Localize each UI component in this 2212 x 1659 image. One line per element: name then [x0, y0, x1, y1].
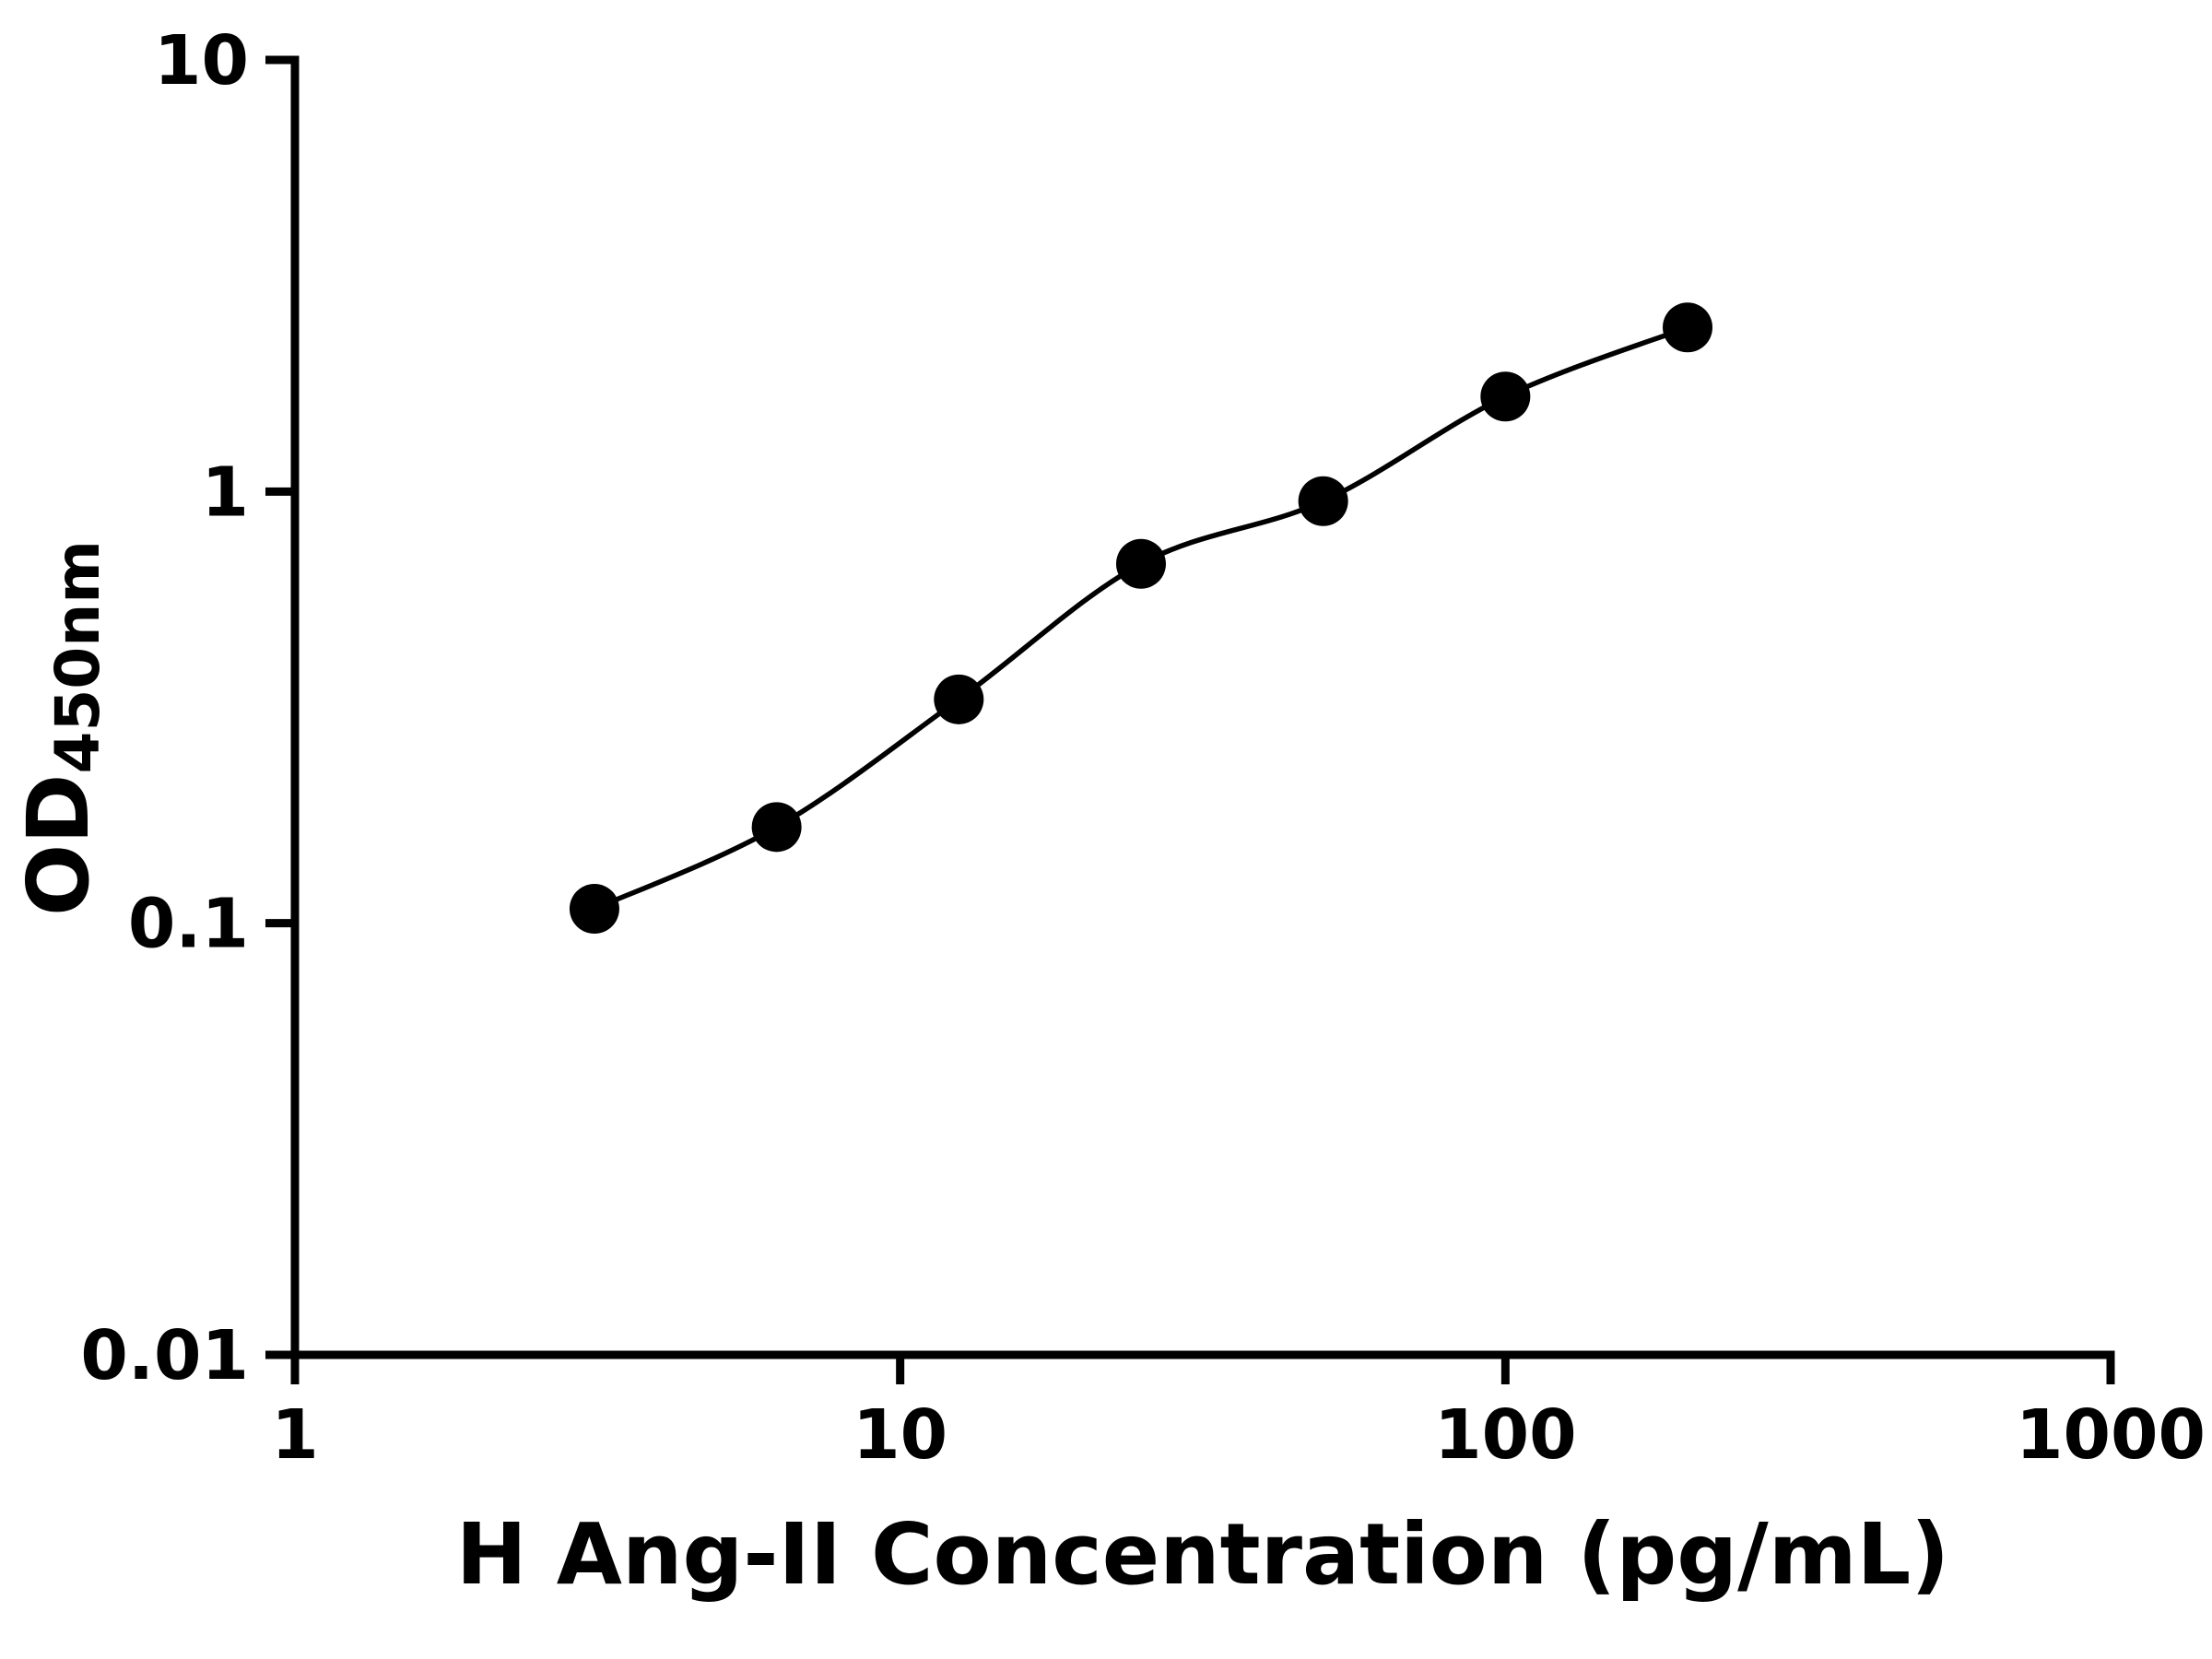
y-axis-title-main: OD — [9, 773, 108, 916]
y-axis-title-sub: 450nm — [42, 540, 113, 774]
y-axis-tick-label: 0.01 — [80, 1316, 249, 1395]
data-point — [934, 674, 984, 724]
x-axis-tick-label: 1 — [271, 1395, 319, 1475]
y-axis-tick-label: 10 — [154, 21, 249, 100]
data-point — [1298, 476, 1348, 526]
y-axis-title: OD450nm — [9, 540, 113, 916]
x-axis-tick-label: 100 — [1434, 1395, 1576, 1475]
data-point — [751, 802, 802, 853]
data-point — [1115, 538, 1166, 589]
y-axis-tick-label: 1 — [202, 453, 250, 532]
x-axis-tick-label: 10 — [853, 1395, 947, 1475]
y-axis-tick-label: 0.1 — [128, 885, 249, 964]
x-axis-title: H Ang-II Concentration (pg/mL) — [456, 1505, 1949, 1604]
x-axis-tick-label: 1000 — [2016, 1395, 2206, 1475]
plot-area: 1 10 100 1000 0.01 0.1 1 10 — [80, 21, 2206, 1475]
data-point — [1480, 371, 1531, 422]
data-point — [569, 884, 619, 935]
data-point — [1663, 302, 1713, 353]
